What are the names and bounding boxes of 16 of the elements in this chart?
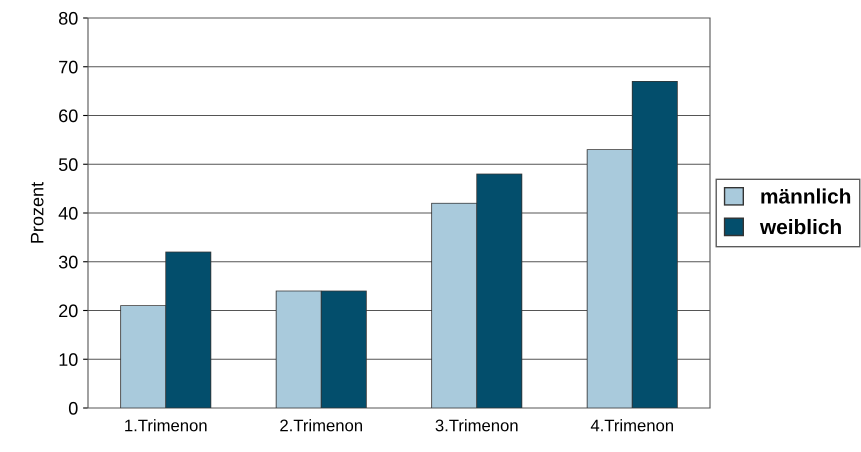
y-tick-label: 70 [59, 60, 78, 74]
x-tick-label: 3.Trimenon [436, 419, 518, 432]
y-tick-label: 40 [58, 206, 78, 220]
y-tick-label: 0 [68, 402, 78, 415]
y-tick-label: 10 [60, 353, 78, 366]
y-axis-title: Prozent [30, 182, 44, 243]
y-tick-label: 20 [59, 304, 78, 318]
x-tick-label: 1.Trimenon [125, 419, 207, 432]
legend-label: männlich [761, 188, 850, 204]
y-tick-label: 50 [58, 158, 78, 171]
legend-label: weiblich [760, 218, 841, 234]
x-tick-label: 2.Trimenon [280, 419, 362, 432]
x-tick-label: 4.Trimenon [590, 419, 674, 432]
y-tick-label: 30 [58, 256, 78, 268]
y-tick-label: 60 [59, 109, 78, 122]
y-tick-label: 80 [58, 12, 78, 25]
